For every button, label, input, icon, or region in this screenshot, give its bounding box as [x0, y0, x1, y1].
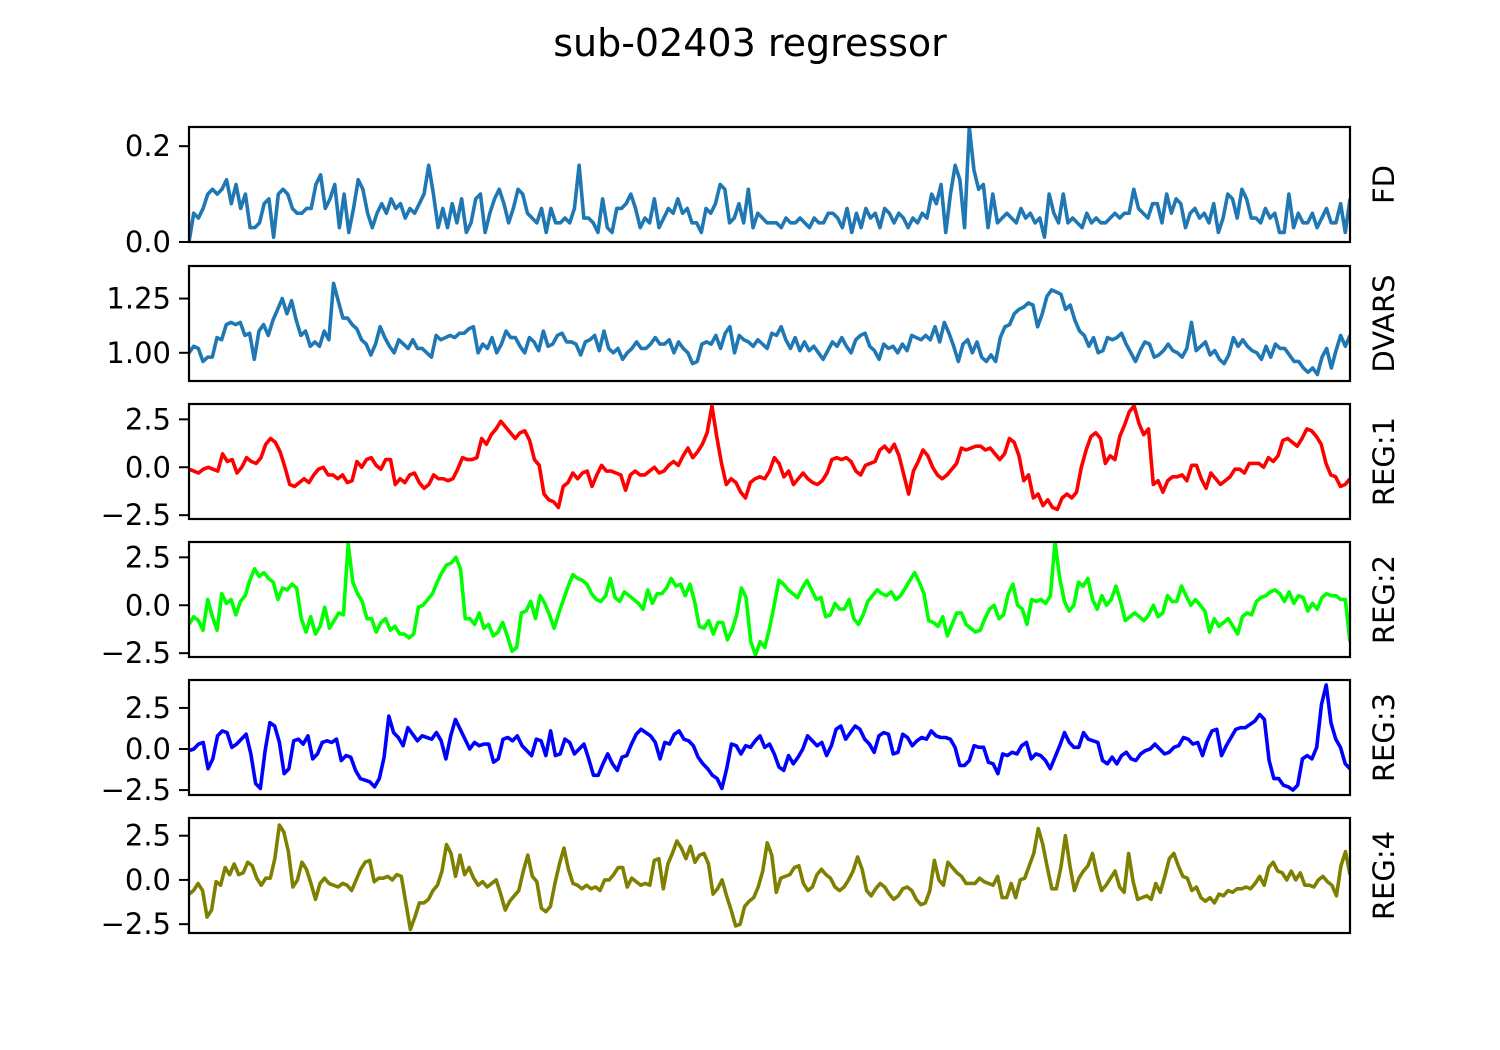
y-tick-label: 2.5 [125, 402, 171, 436]
y-tick-label: −2.5 [101, 907, 171, 941]
panel-label-reg-4: REG:4 [1367, 831, 1401, 920]
y-tick-label: −2.5 [101, 498, 171, 532]
panel-label-reg-1: REG:1 [1367, 417, 1401, 506]
y-tick-label: 0.0 [125, 450, 171, 484]
y-tick-label: 2.5 [125, 691, 171, 725]
y-tick-label: 0.0 [125, 588, 171, 622]
figure-title: sub-02403 regressor [553, 21, 947, 65]
series-line-reg-1 [189, 404, 1350, 512]
series-line-dvars [189, 281, 1350, 377]
panel-label-dvars: DVARS [1367, 274, 1401, 372]
y-tick-label: 1.25 [106, 282, 171, 316]
panel-frame-1 [187, 264, 1352, 383]
panel-frame-0 [187, 125, 1352, 244]
y-tick-label: 0.0 [125, 863, 171, 897]
series-line-reg-4 [189, 823, 1350, 932]
panel-0: 0.0 0.2 FD [125, 125, 1401, 259]
panel-5: −2.5 0.0 2.5 REG:4 [101, 816, 1401, 941]
panel-3: −2.5 0.0 2.5 REG:2 [101, 540, 1401, 670]
panel-4: −2.5 0.0 2.5 REG:3 [101, 678, 1401, 807]
y-tick-label: 0.2 [125, 129, 171, 163]
series-line-reg-3 [189, 683, 1350, 792]
panel-label-fd: FD [1367, 165, 1401, 204]
y-tick-label: 0.0 [125, 225, 171, 259]
y-tick-label: 2.5 [125, 819, 171, 853]
panel-frame-5 [187, 816, 1352, 935]
y-tick-label: 0.0 [125, 732, 171, 766]
y-tick-label: 1.00 [106, 336, 171, 370]
panel-1: 1.00 1.25 DVARS [106, 264, 1401, 383]
y-tick-label: 2.5 [125, 540, 171, 574]
y-tick-label: −2.5 [101, 636, 171, 670]
panel-label-reg-3: REG:3 [1367, 693, 1401, 782]
panel-label-reg-2: REG:2 [1367, 555, 1401, 644]
panel-frame-3 [187, 540, 1352, 659]
series-line-reg-2 [189, 542, 1350, 657]
panel-frame-2 [187, 402, 1352, 521]
series-line-fd [189, 127, 1350, 242]
panel-2: −2.5 0.0 2.5 REG:1 [101, 402, 1401, 532]
panel-frame-4 [187, 678, 1352, 797]
y-tick-label: −2.5 [101, 773, 171, 807]
